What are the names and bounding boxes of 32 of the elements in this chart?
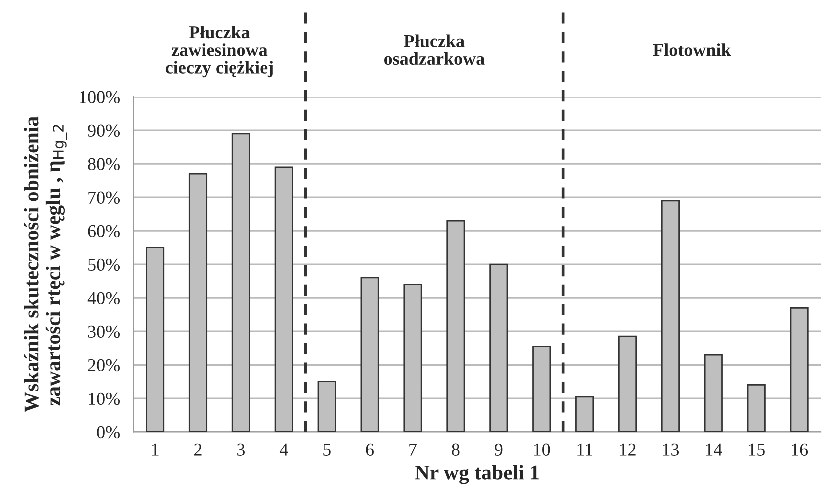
x-tick-label: 11 <box>578 444 592 456</box>
y-tick-label: 80% <box>88 158 120 171</box>
x-tick-label: 7 <box>410 444 417 456</box>
x-tick-label: 6 <box>366 444 374 456</box>
x-tick-label: 9 <box>494 444 503 456</box>
x-tick-label: 8 <box>452 444 460 456</box>
y-tick-label: 20% <box>88 359 120 372</box>
y-tick-label: 60% <box>88 225 120 238</box>
x-axis-title: Nr wg tabeli 1 <box>415 465 539 484</box>
y-tick-label: 90% <box>88 124 120 138</box>
x-tick-label: 2 <box>194 444 202 456</box>
x-tick-label: 12 <box>620 444 636 456</box>
x-tick-label: 1 <box>152 444 159 456</box>
y-tick-label: 10% <box>89 392 120 406</box>
y-tick-label: 70% <box>88 192 120 204</box>
text: Płuczka zawiesinowa cieczy ciężkiej <box>166 26 273 78</box>
x-tick-label: 16 <box>792 444 808 456</box>
x-tick-label: 3 <box>238 444 245 456</box>
y-tick-label: 40% <box>88 292 120 305</box>
y-tick-label: 30% <box>88 326 120 338</box>
x-tick-label: 13 <box>663 444 680 456</box>
y-tick-label: 0% <box>97 426 120 439</box>
y-tick-label: 50% <box>88 258 120 272</box>
x-tick-label: 10 <box>534 444 550 456</box>
text: Flotownik <box>653 44 732 56</box>
x-tick-label: 14 <box>706 444 722 456</box>
y-axis-title: Wskaźnik skuteczności obniżenia zawartości rtęci w węglu , η$_{Hg_2}$ <box>24 116 68 412</box>
x-tick-label: 15 <box>749 444 765 456</box>
text: Płuczka osadzarkowa <box>384 34 485 66</box>
y-tick-label: 100% <box>80 91 120 104</box>
x-tick-label: 4 <box>280 444 288 456</box>
x-tick-label: 5 <box>324 444 331 456</box>
